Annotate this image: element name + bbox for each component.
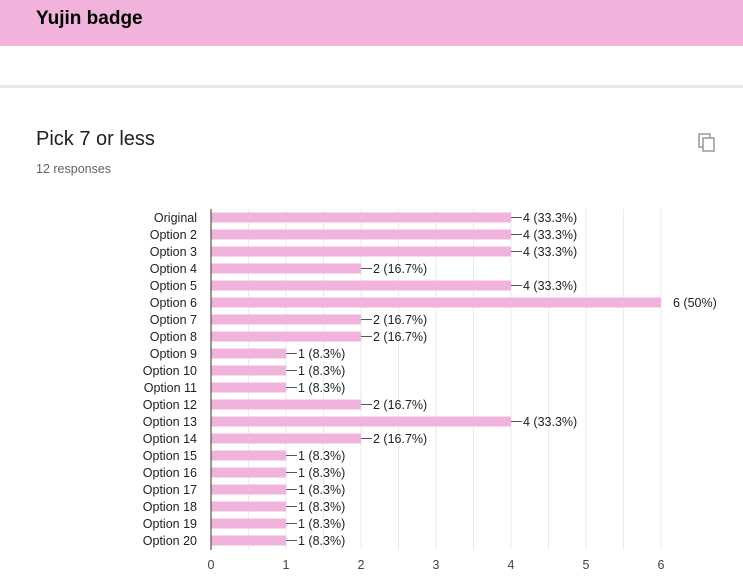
bar — [211, 467, 286, 478]
data-label: 1 (8.3%) — [298, 364, 345, 378]
category-label: Option 9 — [150, 347, 197, 361]
data-label: 1 (8.3%) — [298, 466, 345, 480]
bar — [211, 314, 361, 325]
category-label: Option 12 — [143, 398, 197, 412]
category-label: Option 17 — [143, 483, 197, 497]
x-tick-label: 0 — [208, 558, 215, 572]
category-label: Option 19 — [143, 517, 197, 531]
category-label: Option 2 — [150, 228, 197, 242]
form-title: Yujin badge — [36, 8, 143, 29]
data-label: 1 (8.3%) — [298, 500, 345, 514]
category-label: Option 5 — [150, 279, 197, 293]
data-label: 2 (16.7%) — [373, 313, 427, 327]
data-label: 2 (16.7%) — [373, 262, 427, 276]
data-label: 1 (8.3%) — [298, 449, 345, 463]
bar — [211, 348, 286, 359]
data-label: 6 (50%) — [673, 296, 717, 310]
category-label: Option 3 — [150, 245, 197, 259]
copy-icon[interactable] — [698, 133, 716, 153]
bar — [211, 416, 511, 427]
category-label: Option 14 — [143, 432, 197, 446]
data-label: 2 (16.7%) — [373, 398, 427, 412]
data-label: 1 (8.3%) — [298, 534, 345, 548]
data-label: 4 (33.3%) — [523, 211, 577, 225]
data-label: 1 (8.3%) — [298, 347, 345, 361]
x-tick-label: 4 — [508, 558, 515, 572]
bar — [211, 382, 286, 393]
data-label: 4 (33.3%) — [523, 228, 577, 242]
category-label: Option 13 — [143, 415, 197, 429]
question-title: Pick 7 or less — [36, 128, 155, 150]
bar — [211, 331, 361, 342]
x-tick-label: 3 — [433, 558, 440, 572]
bar — [211, 518, 286, 529]
bar — [211, 484, 286, 495]
bar — [211, 212, 511, 223]
category-label: Option 20 — [143, 534, 197, 548]
data-label: 4 (33.3%) — [523, 415, 577, 429]
x-tick-label: 1 — [283, 558, 290, 572]
category-label: Option 8 — [150, 330, 197, 344]
bar — [211, 297, 661, 308]
data-label: 1 (8.3%) — [298, 483, 345, 497]
category-label: Option 15 — [143, 449, 197, 463]
category-label: Option 11 — [144, 381, 197, 395]
category-label: Original — [154, 211, 197, 225]
bar — [211, 399, 361, 410]
bar — [211, 365, 286, 376]
category-label: Option 7 — [150, 313, 197, 327]
bar — [211, 433, 361, 444]
data-label: 1 (8.3%) — [298, 517, 345, 531]
bar — [211, 450, 286, 461]
bar — [211, 501, 286, 512]
data-label: 1 (8.3%) — [298, 381, 345, 395]
category-label: Option 6 — [150, 296, 197, 310]
category-label: Option 18 — [143, 500, 197, 514]
x-tick-label: 5 — [583, 558, 590, 572]
header-spacer — [0, 46, 743, 86]
response-count: 12 responses — [36, 162, 112, 176]
x-tick-label: 6 — [658, 558, 665, 572]
category-label: Option 4 — [150, 262, 197, 276]
card-divider — [0, 85, 743, 88]
form-header: Yujin badge — [0, 0, 743, 46]
bar — [211, 246, 511, 257]
bar — [211, 263, 361, 274]
x-tick-label: 2 — [358, 558, 365, 572]
category-label: Option 10 — [143, 364, 197, 378]
bar — [211, 280, 511, 291]
data-label: 2 (16.7%) — [373, 432, 427, 446]
bar — [211, 535, 286, 546]
data-label: 4 (33.3%) — [523, 245, 577, 259]
data-label: 4 (33.3%) — [523, 279, 577, 293]
category-label: Option 16 — [143, 466, 197, 480]
data-label: 2 (16.7%) — [373, 330, 427, 344]
bar — [211, 229, 511, 240]
